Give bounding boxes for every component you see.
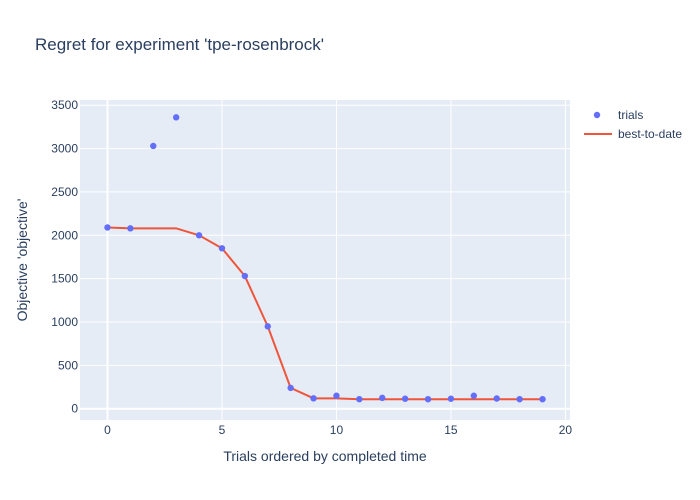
gridlines bbox=[80, 100, 570, 420]
y-tick-label: 2500 bbox=[51, 185, 78, 199]
y-tick-label: 3500 bbox=[51, 98, 78, 112]
trial-point bbox=[218, 245, 226, 252]
x-tick-label: 20 bbox=[559, 423, 573, 437]
trial-point bbox=[310, 395, 317, 402]
trial-point bbox=[424, 395, 432, 403]
trial-point bbox=[264, 323, 271, 330]
trial-point bbox=[470, 392, 478, 399]
x-tick-label: 10 bbox=[330, 423, 344, 437]
trial-point bbox=[172, 114, 180, 121]
series-line-best-to-date bbox=[107, 226, 543, 401]
trial-point bbox=[333, 392, 340, 399]
plot-area bbox=[80, 100, 570, 420]
x-tick-label: 0 bbox=[104, 423, 111, 437]
y-axis-title: Objective 'objective' bbox=[14, 199, 30, 322]
x-tick-label: 15 bbox=[444, 423, 458, 437]
trial-point bbox=[150, 142, 157, 150]
y-tick-label: 500 bbox=[58, 358, 78, 372]
trial-point bbox=[241, 272, 249, 280]
x-axis-title: Trials ordered by completed time bbox=[223, 448, 427, 464]
y-axis-ticks: 0 500 1000 1500 2000 2500 3000 3500 bbox=[51, 98, 78, 416]
trial-point bbox=[447, 395, 455, 402]
trial-point bbox=[379, 394, 386, 402]
trial-point bbox=[195, 232, 203, 239]
y-tick-label: 1500 bbox=[51, 272, 78, 286]
trial-point bbox=[493, 395, 500, 402]
x-tick-label: 5 bbox=[219, 423, 226, 437]
legend-label: trials bbox=[618, 108, 643, 122]
trial-point bbox=[287, 384, 294, 392]
y-tick-label: 1000 bbox=[51, 315, 78, 329]
y-tick-label: 3000 bbox=[51, 142, 78, 156]
trial-point bbox=[104, 224, 111, 231]
legend: trials best-to-date bbox=[584, 108, 682, 141]
legend-label: best-to-date bbox=[618, 127, 682, 141]
x-axis-ticks: 0 5 10 15 20 bbox=[104, 423, 572, 437]
series-layer bbox=[104, 114, 546, 403]
legend-marker-trials bbox=[593, 111, 601, 119]
trial-point bbox=[401, 395, 409, 402]
y-tick-label: 2000 bbox=[51, 228, 78, 242]
chart-title: Regret for experiment 'tpe-rosenbrock' bbox=[35, 35, 324, 54]
y-tick-label: 0 bbox=[71, 402, 78, 416]
trial-point bbox=[127, 225, 134, 232]
trial-point bbox=[516, 395, 523, 403]
trial-point bbox=[356, 395, 363, 403]
trial-point bbox=[539, 395, 546, 403]
